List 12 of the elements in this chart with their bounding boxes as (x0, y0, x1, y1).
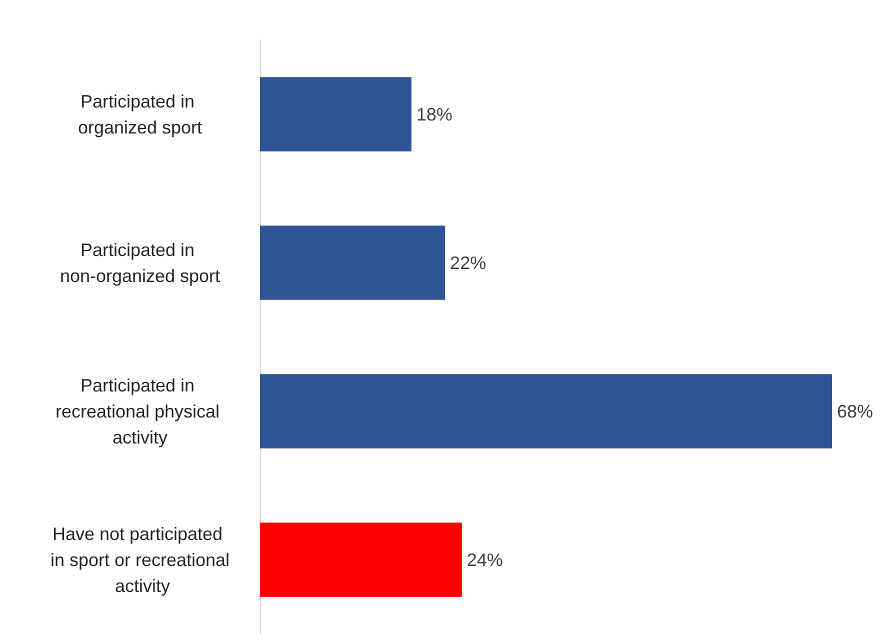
bar (260, 522, 462, 597)
y-tick-label: Participated in recreational physical activity (55, 375, 225, 448)
y-tick-label: Have not participated in sport or recreational activity (50, 524, 230, 596)
bar (260, 374, 832, 448)
data-label: 68% (837, 401, 874, 422)
data-label: 22% (450, 252, 486, 273)
data-label: 18% (416, 104, 452, 124)
y-tick-label: Participated in organized sport (78, 91, 202, 138)
data-label: 24% (466, 550, 503, 570)
bar (260, 77, 412, 152)
y-tick-label: Participated in non-organized sport (60, 240, 220, 286)
bar (260, 226, 446, 300)
